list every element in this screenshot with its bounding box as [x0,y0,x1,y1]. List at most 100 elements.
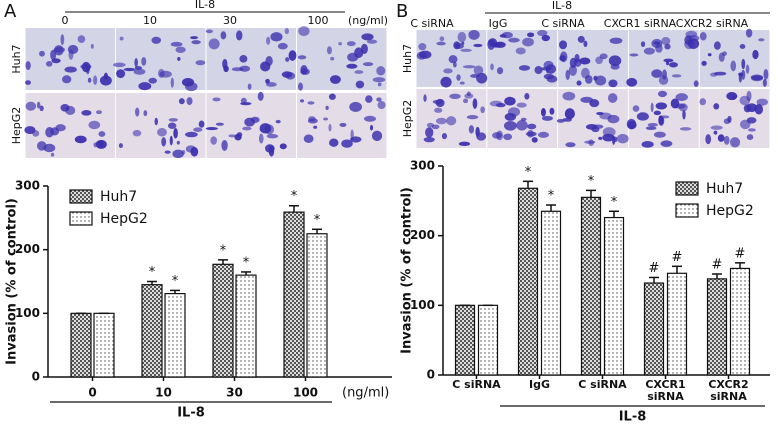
cell [377,82,382,87]
cell [148,77,158,84]
cell [99,75,112,86]
cell [329,138,339,147]
cell [602,127,616,137]
cell [45,61,53,67]
cell [190,146,199,157]
cell [460,48,472,52]
cell [441,132,447,140]
column-label: CXCR2 siRNA [676,17,749,30]
significance-mark: * [548,189,555,204]
cell [185,131,198,138]
cell [527,123,537,130]
cell [423,136,435,143]
cell [349,101,362,113]
significance-mark: # [712,257,723,272]
cell [762,78,767,87]
cell [74,135,87,144]
panel-label: A [4,1,17,22]
x-tick-label-box: CXCR1 siRNA [645,379,685,403]
cell [651,38,663,49]
cell [369,124,374,131]
cell [177,56,181,61]
cell [143,110,148,117]
cell [699,31,707,41]
cell [138,82,152,91]
cell [581,67,590,79]
cell [525,131,537,137]
cell [32,130,40,137]
y-axis-label: Invasion (% of control) [5,198,20,365]
cell [242,126,252,131]
cell [453,41,461,50]
cell [176,140,180,145]
cell [220,31,227,40]
cell [240,97,247,104]
cell [54,45,64,56]
cell [288,50,297,61]
cell [675,93,688,102]
column-label: C siRNA [541,17,585,30]
bar [454,304,476,376]
cell [468,125,475,134]
cell [739,95,751,106]
cell [643,47,655,55]
cell [741,58,746,70]
cell [325,105,329,111]
cell [653,131,666,138]
cell [36,101,41,109]
x-tick-label-box: C siRNA [452,379,501,391]
cell [36,141,47,151]
cell [51,58,61,64]
cell [741,69,746,80]
cell [346,63,358,69]
cell [81,61,91,73]
column-label: 0 [62,14,69,27]
cell [366,39,378,44]
cell [655,102,668,110]
cell [658,115,664,125]
cell [559,51,568,63]
cell [758,38,765,42]
x-tick-label: 0 [88,386,96,400]
x-tick-label: 100 [293,386,318,400]
x-unit: (ng/ml) [342,386,389,401]
cell [354,47,364,59]
significance-mark: * [291,189,298,204]
cell [258,133,264,144]
cell [668,62,678,68]
cell [298,26,310,37]
cell [328,123,332,132]
cell [745,64,750,74]
bar [643,282,665,376]
cell [664,43,671,50]
cell [275,119,281,124]
cell [338,42,342,46]
cell [713,41,721,50]
cell [462,65,476,69]
y-axis-label: Invasion (% of control) [400,187,415,354]
legend-swatch [69,189,93,204]
cell [151,36,162,44]
cell [431,124,440,130]
cell [495,103,506,108]
cell [713,130,718,135]
cell [365,95,373,103]
cell [730,137,741,148]
cell [328,93,336,100]
significance-mark: * [149,265,156,280]
cell [133,68,146,75]
significance-mark: * [172,274,179,289]
cell [518,65,531,71]
significance-mark: # [672,250,683,265]
cell [562,91,576,101]
cell [458,141,471,147]
cell [496,130,504,141]
cell [657,90,668,98]
cell [687,38,700,49]
x-tick-label: C siRNA [452,379,501,391]
significance-mark: # [735,246,746,261]
cell [537,131,550,138]
cell [658,75,669,85]
cell [418,43,427,51]
cell [549,107,555,115]
